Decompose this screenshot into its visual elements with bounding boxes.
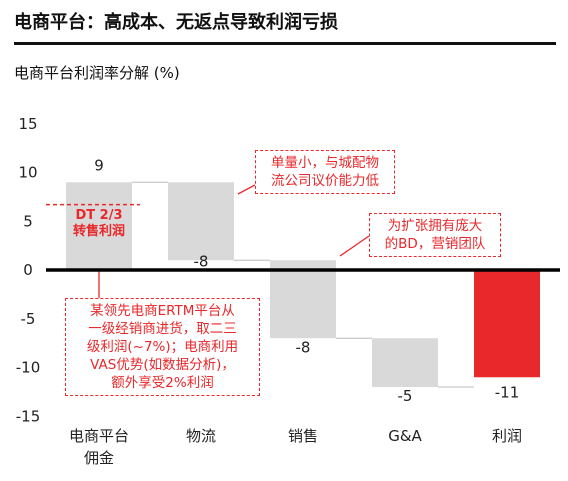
callout-commission: 某领先电商ERTM平台从 一级经销商进货，取二三 级利润(~7%)；电商利用 VAS优… xyxy=(65,298,260,396)
y-tick-label: 5 xyxy=(23,212,33,230)
data-label-3: -8 xyxy=(296,338,311,356)
data-label-5: -11 xyxy=(495,383,520,401)
data-label-2: -8 xyxy=(194,252,209,270)
y-axis-title: 电商平台利润率分解 (%) xyxy=(14,64,180,82)
title-rule xyxy=(14,42,556,45)
category-label-5: 利润 xyxy=(492,427,522,445)
connector-lines xyxy=(98,181,474,388)
data-label-1: 9 xyxy=(94,156,104,174)
callout-pointer-sales xyxy=(339,235,370,257)
bar-5 xyxy=(474,270,540,378)
bar-4 xyxy=(372,338,438,387)
bar-2 xyxy=(168,182,234,261)
bars xyxy=(66,182,540,387)
y-tick-label: 15 xyxy=(18,115,37,133)
callout-logistics: 单量小，与城配物 流公司议价能力低 xyxy=(255,150,395,194)
reference-line-label: DT 2/3 转售利润 xyxy=(72,207,125,239)
category-label-4: G&A xyxy=(388,427,422,445)
callout-pointer-logistics xyxy=(237,184,256,195)
bar-1 xyxy=(66,182,132,270)
y-tick-label: -15 xyxy=(16,407,41,425)
data-label-4: -5 xyxy=(398,387,413,405)
category-label-1: 电商平台 xyxy=(69,427,129,445)
y-axis-ticks: 15 10 5 0 -5 -10 -15 xyxy=(16,115,41,426)
category-label-2: 物流 xyxy=(186,427,216,445)
page-title: 电商平台：高成本、无返点导致利润亏损 xyxy=(14,12,338,33)
callout-sales: 为扩张拥有庞大 的BD，营销团队 xyxy=(369,213,501,257)
data-labels: 9 -8 -8 -5 -11 xyxy=(94,156,519,405)
category-label-3: 销售 xyxy=(288,427,318,445)
y-tick-label: 0 xyxy=(23,261,33,279)
y-tick-label: 10 xyxy=(18,164,37,182)
category-label-1: 佣金 xyxy=(84,449,114,467)
y-tick-label: -5 xyxy=(21,310,36,328)
y-tick-label: -10 xyxy=(16,359,41,377)
bar-3 xyxy=(270,260,336,339)
